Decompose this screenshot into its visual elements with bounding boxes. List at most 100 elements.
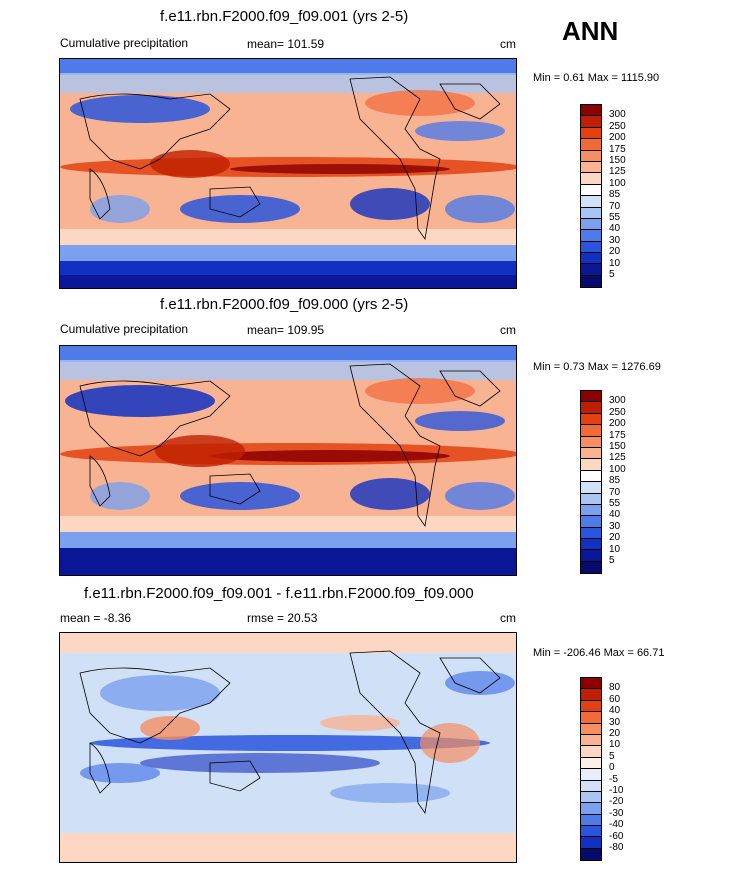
colorbar-tick-label: 30 — [609, 716, 621, 728]
colorbar-tick-label: 20 — [609, 728, 621, 739]
colorbar-swatch — [581, 700, 601, 713]
colorbar-swatch — [581, 173, 601, 185]
colorbar-tick-label: 80 — [609, 682, 621, 694]
panel-3-mean-label: mean = -8.36 — [60, 611, 132, 625]
colorbar-swatch — [581, 746, 601, 758]
colorbar-swatch — [581, 561, 601, 574]
panel-3-title: f.e11.rbn.F2000.f09_f09.001 - f.e11.rbn.… — [84, 585, 474, 602]
colorbar-tick-label: 100 — [609, 177, 626, 189]
colorbar-tick-label: 125 — [609, 166, 626, 178]
colorbar-tick-label: -30 — [609, 807, 624, 819]
colorbar-tick-label: -60 — [609, 830, 624, 842]
panel-1-mean-label: mean= 101.59 — [247, 37, 325, 51]
panel-2-colorbar-ticks: 300 250 200 175 150 125 100 85 70 55 40 30 20 10 5 — [609, 390, 649, 566]
panel-2-left-label: Cumulative precipitation — [60, 322, 189, 336]
panel-1-left-label: Cumulative precipitation — [60, 36, 189, 50]
colorbar-tick-label: 100 — [609, 463, 626, 475]
colorbar-tick-label: 70 — [609, 486, 621, 498]
panel-1-map-field — [60, 59, 516, 288]
colorbar-tick-label: -10 — [609, 785, 624, 796]
panel-1-units: cm — [500, 37, 516, 51]
colorbar-swatch — [581, 150, 601, 162]
colorbar-swatch — [581, 196, 601, 208]
colorbar-swatch — [581, 803, 601, 815]
colorbar-swatch — [581, 678, 601, 690]
colorbar-tick-label: 125 — [609, 452, 626, 464]
colorbar-swatch — [581, 275, 601, 288]
colorbar-swatch — [581, 161, 601, 174]
colorbar-tick-label: -20 — [609, 796, 624, 808]
colorbar-swatch — [581, 230, 601, 242]
colorbar-swatch — [581, 207, 601, 219]
colorbar-tick-label: -5 — [609, 773, 618, 785]
colorbar-swatch — [581, 241, 601, 254]
colorbar-tick-label: 5 — [609, 269, 615, 280]
colorbar-tick-label: 250 — [609, 120, 626, 132]
colorbar-swatch — [581, 482, 601, 494]
colorbar-tick-label: 175 — [609, 143, 626, 155]
colorbar-tick-label: -80 — [609, 842, 624, 853]
colorbar-swatch — [581, 550, 601, 562]
colorbar-swatch — [581, 493, 601, 505]
colorbar-swatch — [581, 253, 601, 265]
colorbar-swatch — [581, 791, 601, 804]
panel-2-units: cm — [500, 323, 516, 337]
panel-3-units: cm — [500, 611, 516, 625]
colorbar-swatch — [581, 425, 601, 437]
colorbar-swatch — [581, 516, 601, 528]
panel-3-map-field — [60, 633, 516, 862]
colorbar-swatch — [581, 436, 601, 448]
colorbar-swatch — [581, 527, 601, 540]
colorbar-tick-label: 70 — [609, 200, 621, 212]
colorbar-swatch — [581, 105, 601, 117]
panel-1-title: f.e11.rbn.F2000.f09_f09.001 (yrs 2-5) — [160, 8, 409, 25]
colorbar-swatch — [581, 447, 601, 460]
panel-3-rmse-label: rmse = 20.53 — [247, 611, 318, 625]
colorbar-tick-label: 40 — [609, 705, 621, 717]
colorbar-swatch — [581, 184, 601, 197]
colorbar-tick-label: 0 — [609, 762, 615, 774]
colorbar-swatch — [581, 459, 601, 471]
colorbar-swatch — [581, 769, 601, 781]
colorbar-swatch — [581, 139, 601, 151]
colorbar-tick-label: 10 — [609, 543, 621, 555]
colorbar-tick-label: -40 — [609, 819, 624, 831]
colorbar-swatch — [581, 837, 601, 849]
colorbar-tick-label: 5 — [609, 750, 615, 762]
season-label: ANN — [562, 16, 619, 46]
panel-3-colorbar-ticks: 80 60 40 30 20 10 5 0 -5 -10 -20 -30 -40 -60 -80 — [609, 677, 649, 853]
colorbar-tick-label: 60 — [609, 693, 621, 705]
panel-2-title: f.e11.rbn.F2000.f09_f09.000 (yrs 2-5) — [160, 296, 409, 313]
colorbar-tick-label: 150 — [609, 441, 626, 452]
colorbar-tick-label: 10 — [609, 257, 621, 269]
panel-2-minmax: Min = 0.73 Max = 1276.69 — [533, 361, 661, 373]
panel-2-map-field — [60, 346, 516, 575]
colorbar-tick-label: 55 — [609, 212, 621, 223]
colorbar-swatch — [581, 780, 601, 792]
colorbar-swatch — [581, 734, 601, 747]
colorbar-swatch — [581, 218, 601, 231]
colorbar-swatch — [581, 116, 601, 128]
panel-3-minmax: Min = -206.46 Max = 66.71 — [533, 647, 665, 659]
colorbar-tick-label: 85 — [609, 189, 621, 201]
colorbar-tick-label: 300 — [609, 395, 626, 407]
colorbar-tick-label: 30 — [609, 234, 621, 246]
colorbar-swatch — [581, 757, 601, 770]
panel-2-colorbar — [580, 390, 602, 575]
colorbar-tick-label: 200 — [609, 132, 626, 144]
panel-1-minmax: Min = 0.61 Max = 1115.90 — [533, 72, 660, 84]
colorbar-swatch — [581, 826, 601, 838]
colorbar-tick-label: 250 — [609, 406, 626, 418]
colorbar-swatch — [581, 712, 601, 724]
colorbar-swatch — [581, 402, 601, 414]
colorbar-swatch — [581, 504, 601, 517]
colorbar-tick-label: 200 — [609, 418, 626, 430]
colorbar-tick-label: 30 — [609, 520, 621, 532]
colorbar-swatch — [581, 413, 601, 426]
panel-1-colorbar-ticks: 300 250 200 175 150 125 100 85 70 55 40 30 20 10 5 — [609, 104, 649, 280]
panel-2-mean-label: mean= 109.95 — [247, 323, 325, 337]
colorbar-tick-label: 150 — [609, 155, 626, 166]
colorbar-tick-label: 85 — [609, 475, 621, 487]
colorbar-swatch — [581, 848, 601, 861]
colorbar-swatch — [581, 264, 601, 276]
